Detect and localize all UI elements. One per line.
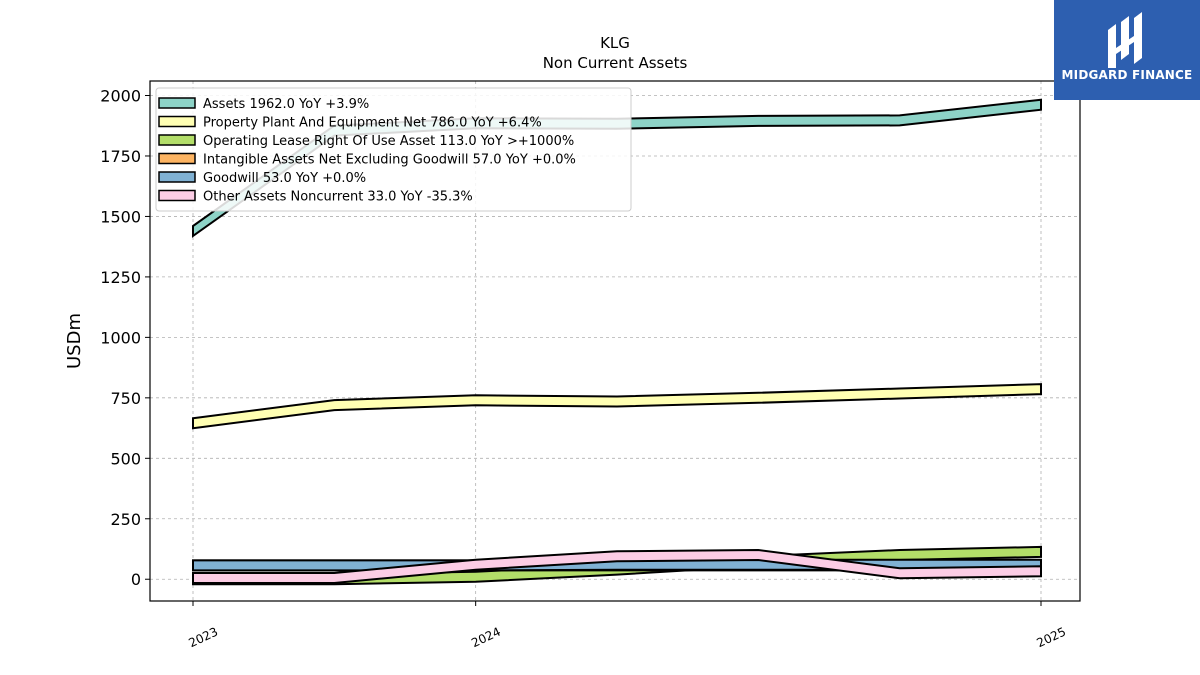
legend-swatch xyxy=(158,171,196,183)
y-tick-label: 1500 xyxy=(100,207,141,226)
x-tick-label: 2025 xyxy=(1035,625,1069,651)
legend-label: Intangible Assets Net Excluding Goodwill… xyxy=(203,153,576,168)
series-layer xyxy=(192,98,1042,586)
legend-label: Operating Lease Right Of Use Asset 113.0… xyxy=(203,134,574,149)
series-property-plant-and-equipment-net xyxy=(192,383,1042,430)
y-axis: 0 250 500 750 1000 1250 1500 1750 2000 xyxy=(100,87,150,589)
x-tick-label: 2023 xyxy=(187,625,221,651)
legend: Assets 1962.0 YoY +3.9% Property Plant An… xyxy=(155,87,632,212)
midgard-logo-icon xyxy=(1108,12,1142,68)
x-axis: 2023 2024 2025 xyxy=(187,601,1069,651)
legend-swatch xyxy=(158,152,196,165)
chart-title: KLG xyxy=(600,34,630,52)
x-tick-label: 2024 xyxy=(469,625,503,651)
plot-frame xyxy=(149,80,1081,602)
legend-swatch xyxy=(158,97,196,109)
legend-label: Assets 1962.0 YoY +3.9% xyxy=(203,97,369,112)
legend-item: Assets 1962.0 YoY +3.9% xyxy=(158,97,369,112)
y-tick-label: 1000 xyxy=(100,328,141,347)
y-tick-label: 750 xyxy=(110,389,141,408)
chart-subtitle: Non Current Assets xyxy=(543,54,688,72)
legend-item: Operating Lease Right Of Use Asset 113.0… xyxy=(158,134,574,149)
y-tick-label: 2000 xyxy=(100,87,141,106)
y-tick-label: 0 xyxy=(131,570,141,589)
legend-box xyxy=(155,87,632,212)
series-other-assets-noncurrent xyxy=(192,548,1042,584)
brand-name: MIDGARD FINANCE xyxy=(1061,68,1193,82)
legend-label: Goodwill 53.0 YoY +0.0% xyxy=(203,171,366,186)
y-axis-label: USDm xyxy=(64,313,85,369)
y-tick-label: 500 xyxy=(110,449,141,468)
legend-label: Other Assets Noncurrent 33.0 YoY -35.3% xyxy=(203,190,473,205)
legend-label: Property Plant And Equipment Net 786.0 Y… xyxy=(203,116,542,131)
legend-item: Property Plant And Equipment Net 786.0 Y… xyxy=(158,115,542,131)
legend-swatch xyxy=(158,189,196,202)
y-tick-label: 1750 xyxy=(100,147,141,166)
y-tick-label: 1250 xyxy=(100,268,141,287)
legend-swatch xyxy=(158,134,196,146)
legend-item: Other Assets Noncurrent 33.0 YoY -35.3% xyxy=(158,189,473,205)
legend-swatch xyxy=(158,115,196,128)
legend-item: Intangible Assets Net Excluding Goodwill… xyxy=(158,152,576,168)
legend-item: Goodwill 53.0 YoY +0.0% xyxy=(158,171,366,186)
brand-logo: MIDGARD FINANCE xyxy=(1054,0,1200,100)
y-tick-label: 250 xyxy=(110,510,141,529)
